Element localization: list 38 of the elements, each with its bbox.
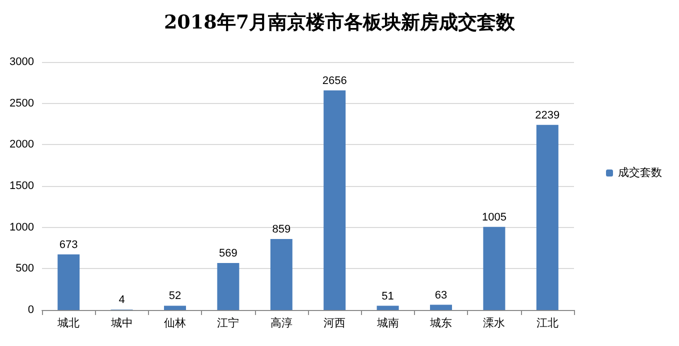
data-label: 2656 [322, 74, 347, 87]
x-tick-label: 城中 [110, 316, 133, 330]
bar [217, 262, 240, 310]
data-label: 52 [168, 290, 182, 302]
bar [164, 306, 186, 310]
data-label: 2239 [535, 109, 560, 122]
data-label: 859 [272, 223, 291, 236]
y-tick-label: 3000 [10, 56, 34, 68]
x-tick-label: 河西 [324, 318, 346, 330]
bar [483, 226, 506, 310]
x-tick-label: 江北 [536, 316, 558, 330]
data-label: 673 [59, 238, 78, 251]
x-tick-label: 高淳 [270, 316, 292, 330]
y-tick-label: 0 [28, 304, 34, 316]
chart-title: 2018年7月南京楼市各板块新房成交套数 [164, 12, 516, 34]
data-label: 63 [434, 289, 448, 302]
y-tick-label: 2500 [10, 97, 34, 110]
y-tick-label: 1000 [10, 221, 34, 234]
legend-label: 成交套数 [618, 166, 662, 179]
x-tick-label: 仙林 [164, 316, 186, 330]
x-tick-label: 江宁 [217, 316, 240, 330]
bar [536, 124, 558, 310]
bar [324, 90, 346, 310]
x-tick-label: 溧水 [483, 316, 506, 330]
y-tick-label: 2000 [10, 138, 34, 151]
x-tick-label: 城东 [429, 316, 452, 330]
bar [270, 238, 292, 310]
y-tick-label: 500 [16, 262, 34, 275]
x-tick-label: 城南 [376, 316, 399, 330]
bar [376, 306, 399, 310]
bar [58, 254, 80, 310]
bar [430, 304, 452, 310]
data-label: 1005 [482, 211, 506, 224]
data-label: 569 [219, 247, 238, 260]
y-tick-label: 1500 [10, 180, 34, 192]
x-tick-label: 城北 [56, 316, 80, 330]
data-label: 4 [118, 294, 125, 306]
data-label: 51 [382, 290, 394, 302]
